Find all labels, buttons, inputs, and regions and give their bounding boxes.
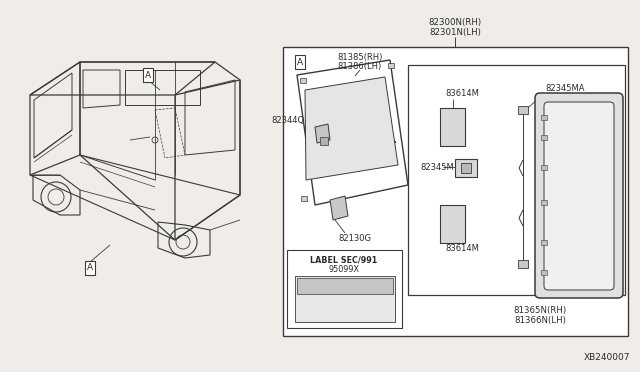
Text: A: A [87, 263, 93, 273]
Text: ⚙: ⚙ [336, 301, 350, 315]
Text: 82344Q: 82344Q [271, 115, 304, 125]
FancyBboxPatch shape [544, 102, 614, 290]
Bar [440, 205, 465, 243]
Text: 83614M: 83614M [445, 89, 479, 97]
Text: 82345MA: 82345MA [545, 83, 584, 93]
Polygon shape [315, 124, 330, 143]
Text: 82301N(LH): 82301N(LH) [429, 28, 481, 36]
Bar [541, 240, 547, 245]
Text: A: A [145, 71, 151, 80]
Text: 83614M: 83614M [445, 244, 479, 253]
Bar [408, 65, 625, 295]
Text: 82300N(RH): 82300N(RH) [428, 17, 481, 26]
Text: 95099X: 95099X [328, 266, 360, 275]
Bar [461, 163, 471, 173]
Bar [300, 78, 306, 83]
Bar [541, 270, 547, 275]
Text: A: A [297, 58, 303, 67]
Text: 81386(LH): 81386(LH) [338, 61, 382, 71]
Text: LABEL SEC/991: LABEL SEC/991 [310, 256, 378, 264]
Bar [283, 47, 628, 336]
Text: 81366N(LH): 81366N(LH) [514, 315, 566, 324]
Bar [388, 63, 394, 68]
Text: 82345M: 82345M [420, 163, 454, 171]
Bar [541, 200, 547, 205]
Bar [301, 196, 307, 201]
Bar [320, 137, 328, 145]
Bar [518, 106, 528, 114]
Text: 81385(RH): 81385(RH) [337, 52, 383, 61]
Bar [541, 165, 547, 170]
Text: 82130G: 82130G [339, 234, 371, 243]
Text: XB240007: XB240007 [584, 353, 630, 362]
Polygon shape [305, 77, 398, 180]
Bar [541, 135, 547, 140]
Bar [518, 260, 528, 268]
Bar [297, 278, 393, 294]
Polygon shape [330, 196, 348, 220]
FancyBboxPatch shape [535, 93, 623, 298]
Text: 81365N(RH): 81365N(RH) [513, 305, 566, 314]
Bar [541, 115, 547, 120]
Bar [455, 159, 477, 177]
Bar [295, 276, 395, 322]
Bar [440, 108, 465, 146]
Polygon shape [297, 60, 408, 205]
Bar [287, 250, 402, 328]
